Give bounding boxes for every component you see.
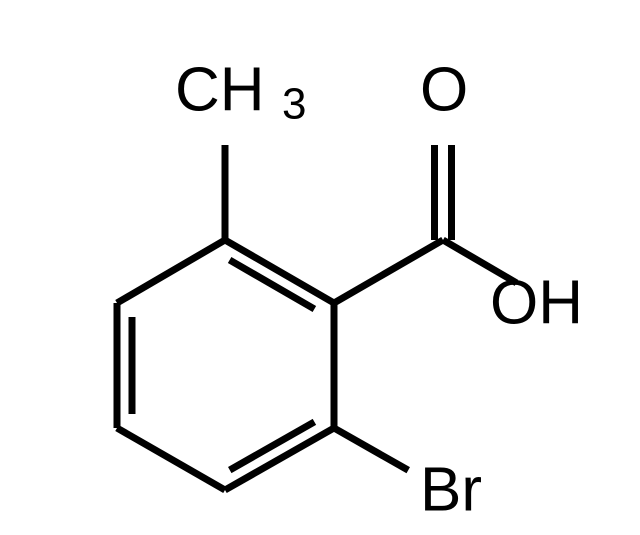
chemical-structure: CH 3 O OH Br (0, 0, 640, 535)
background (0, 0, 640, 535)
label-oh: OH (490, 269, 583, 338)
label-o-double: O (420, 56, 468, 125)
label-ch3-sub: 3 (282, 80, 306, 129)
label-br: Br (420, 456, 482, 525)
label-ch3-main: CH (175, 56, 265, 125)
